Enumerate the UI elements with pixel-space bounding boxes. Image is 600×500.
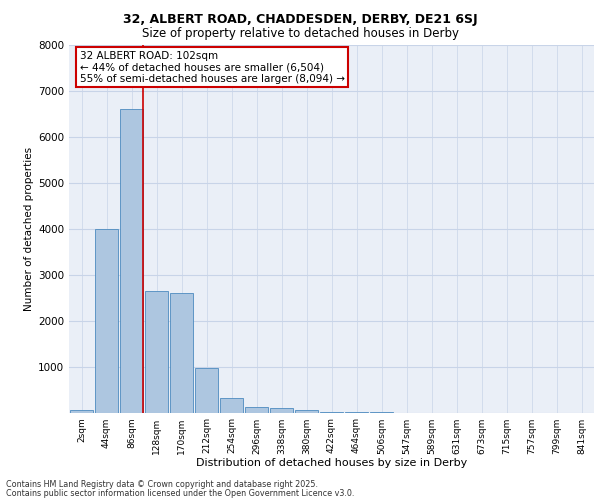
Bar bbox=[270, 408, 293, 412]
Text: Size of property relative to detached houses in Derby: Size of property relative to detached ho… bbox=[142, 28, 458, 40]
X-axis label: Distribution of detached houses by size in Derby: Distribution of detached houses by size … bbox=[196, 458, 467, 468]
Bar bbox=[195, 368, 218, 412]
Bar bbox=[245, 407, 268, 412]
Text: 32 ALBERT ROAD: 102sqm
← 44% of detached houses are smaller (6,504)
55% of semi-: 32 ALBERT ROAD: 102sqm ← 44% of detached… bbox=[79, 50, 344, 84]
Text: Contains HM Land Registry data © Crown copyright and database right 2025.: Contains HM Land Registry data © Crown c… bbox=[6, 480, 318, 489]
Bar bbox=[295, 410, 318, 412]
Bar bbox=[70, 410, 93, 412]
Text: 32, ALBERT ROAD, CHADDESDEN, DERBY, DE21 6SJ: 32, ALBERT ROAD, CHADDESDEN, DERBY, DE21… bbox=[122, 12, 478, 26]
Bar bbox=[220, 398, 243, 412]
Bar bbox=[95, 229, 118, 412]
Text: Contains public sector information licensed under the Open Government Licence v3: Contains public sector information licen… bbox=[6, 489, 355, 498]
Bar bbox=[120, 110, 143, 412]
Y-axis label: Number of detached properties: Number of detached properties bbox=[24, 146, 34, 311]
Bar bbox=[145, 291, 168, 412]
Bar bbox=[170, 293, 193, 412]
